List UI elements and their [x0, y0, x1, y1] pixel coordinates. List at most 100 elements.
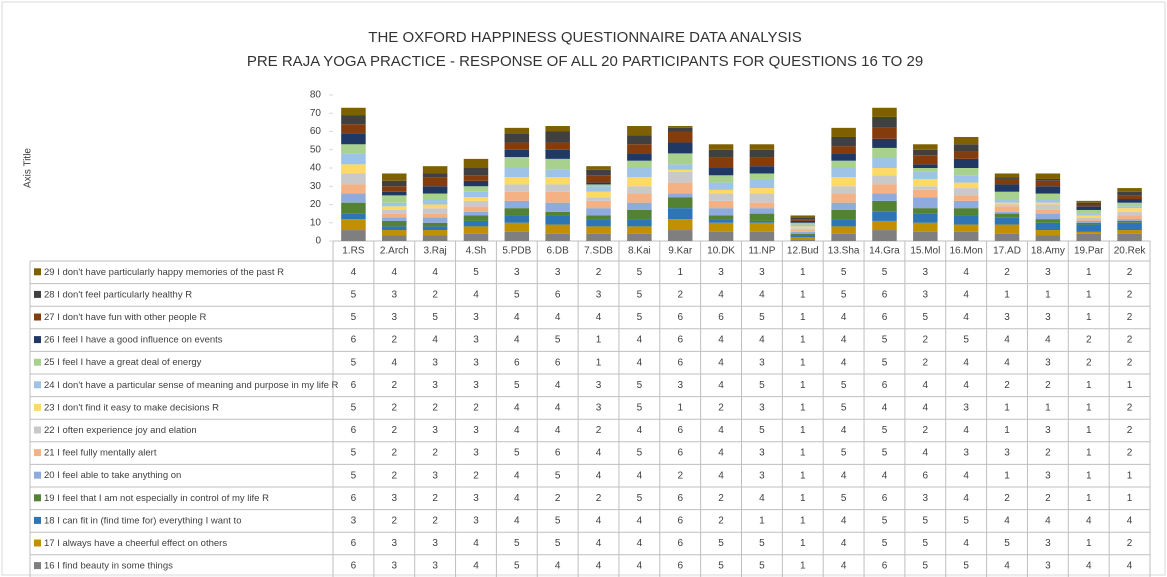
table-cell: 4 [555, 380, 561, 391]
table-cell: 4 [391, 267, 397, 278]
bar-segment [1076, 233, 1101, 241]
table-cell: 4 [432, 267, 438, 278]
table-cell: 6 [677, 493, 683, 504]
bar-segment [382, 230, 407, 236]
bar-segment [994, 213, 1020, 218]
bar-segment [913, 144, 938, 150]
table-cell: 4 [963, 425, 969, 436]
x-tick-label: 15.Mol [910, 246, 940, 257]
bar-segment [545, 149, 570, 159]
table-cell: 2 [923, 425, 929, 436]
table-cell: 1 [800, 538, 806, 549]
table-cell: 1 [596, 357, 602, 368]
table-cell: 5 [555, 538, 561, 549]
table-cell: 1 [1127, 493, 1133, 504]
bar-segment [586, 186, 611, 192]
table-cell: 5 [555, 335, 561, 346]
bar-segment [341, 107, 366, 116]
legend-swatch [34, 562, 41, 570]
bar-segment [994, 224, 1020, 234]
bar-segment [382, 213, 407, 218]
table-cell: 4 [963, 290, 969, 301]
x-tick-label: 12.Bud [787, 246, 819, 257]
bar-segment [708, 219, 734, 223]
table-cell: 5 [963, 516, 969, 527]
y-tick-label: 80 [310, 90, 322, 101]
bar-segment [1035, 213, 1061, 220]
bar-segment [913, 197, 938, 209]
table-cell: 5 [514, 561, 520, 572]
bar-segment [872, 138, 897, 148]
bar-segment [749, 144, 775, 150]
bar-segment [913, 171, 938, 179]
bar-segment [831, 226, 856, 234]
bar-segment [953, 158, 979, 168]
legend-label: 23 I don't find it easy to make decision… [44, 402, 219, 413]
bar-segment [953, 195, 979, 201]
bar-segment [831, 219, 856, 227]
bar-segment [586, 200, 611, 209]
table-cell: 4 [841, 312, 847, 323]
y-tick-label: 10 [310, 217, 322, 228]
bar-segment [422, 177, 448, 187]
bar-segment [1117, 222, 1142, 231]
bar-segment [831, 186, 856, 194]
bar-segment [545, 131, 570, 143]
bar-segment [667, 153, 693, 165]
table-cell: 2 [1127, 290, 1133, 301]
table-cell: 5 [923, 312, 929, 323]
table-cell: 3 [1045, 312, 1051, 323]
table-cell: 4 [759, 290, 765, 301]
bar-segment [463, 175, 489, 181]
bar-segment [953, 224, 979, 232]
x-tick-label: 20.Rek [1114, 246, 1147, 257]
table-cell: 4 [1045, 335, 1051, 346]
table-cell: 4 [841, 516, 847, 527]
table-cell: 4 [555, 561, 561, 572]
table-cell: 4 [759, 335, 765, 346]
bar-segment [790, 219, 816, 221]
bar-segment [749, 178, 775, 189]
bar-segment [790, 233, 816, 236]
table-cell: 5 [637, 448, 643, 459]
bar-segment [708, 182, 734, 190]
bar-segment [463, 191, 489, 198]
bar-segment [831, 202, 856, 210]
table-cell: 4 [514, 516, 520, 527]
bar-segment [749, 220, 775, 223]
table-cell: 3 [1045, 538, 1051, 549]
table-cell: 6 [882, 561, 888, 572]
table-cell: 1 [800, 380, 806, 391]
table-cell: 4 [963, 470, 969, 481]
table-cell: 4 [637, 425, 643, 436]
table-cell: 3 [923, 493, 929, 504]
bar-segment [913, 222, 938, 232]
table-cell: 3 [432, 561, 438, 572]
table-cell: 1 [800, 493, 806, 504]
table-cell: 4 [718, 448, 724, 459]
table-cell: 3 [473, 516, 479, 527]
bar-segment [872, 147, 897, 158]
table-cell: 5 [882, 357, 888, 368]
bar-segment [708, 189, 734, 194]
table-cell: 4 [882, 403, 888, 414]
bar-segment [504, 177, 530, 185]
legend-swatch [34, 313, 41, 321]
table-cell: 3 [718, 267, 724, 278]
table-cell: 5 [882, 448, 888, 459]
bar-segment [1117, 220, 1142, 223]
table-cell: 4 [514, 470, 520, 481]
bar-segment [422, 230, 448, 236]
bar-segment [382, 235, 407, 241]
table-cell: 4 [596, 312, 602, 323]
table-cell: 3 [963, 403, 969, 414]
bar-segment [872, 116, 897, 128]
bar-segment [463, 168, 489, 176]
bar-segment [504, 208, 530, 216]
legend-label: 18 I can fit in (find time for) everythi… [44, 515, 241, 526]
table-cell: 4 [963, 493, 969, 504]
table-cell: 1 [1086, 470, 1092, 481]
bar-segment [953, 144, 979, 152]
table-cell: 4 [514, 425, 520, 436]
bar-segment [1076, 217, 1101, 220]
